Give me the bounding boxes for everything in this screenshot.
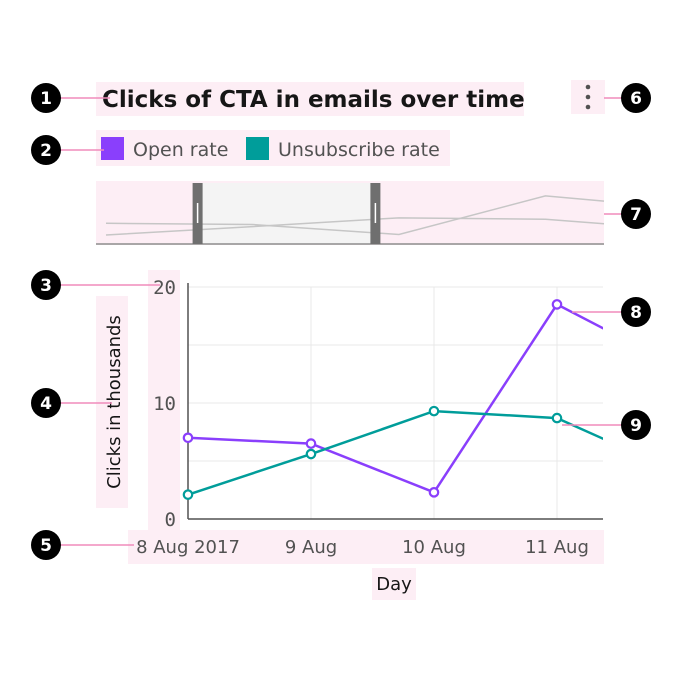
annotation-badge: 9: [621, 410, 651, 440]
data-point[interactable]: [428, 405, 440, 417]
annotation-badge-number: 7: [630, 205, 642, 225]
zoom-selection[interactable]: [197, 183, 376, 244]
x-tick-label: 11 Aug: [525, 537, 589, 558]
legend-item-open-rate[interactable]: Open rate: [101, 137, 228, 161]
overflow-menu-button[interactable]: [585, 84, 591, 110]
x-tick-label: 10 Aug: [402, 537, 466, 558]
annotation-badge: 1: [31, 83, 61, 113]
series-line-1: [187, 409, 603, 496]
x-tick-label: 8 Aug 2017: [136, 537, 240, 558]
y-ticks-highlight: [148, 270, 180, 532]
data-point[interactable]: [305, 438, 317, 449]
data-point[interactable]: [182, 432, 194, 444]
legend-swatch-open-rate: [101, 137, 124, 160]
data-point[interactable]: [551, 299, 563, 310]
annotation-badge: 5: [31, 530, 61, 560]
annotation-badge-number: 3: [40, 276, 52, 296]
legend-highlight: [96, 130, 450, 166]
x-axis-label: Day: [376, 574, 412, 595]
x-ticks-highlight: [128, 530, 604, 564]
data-point[interactable]: [182, 489, 194, 500]
y-tick-label: 0: [165, 509, 176, 531]
data-point[interactable]: [551, 412, 563, 424]
zoom-series-line: [105, 217, 605, 236]
annotation-badge: 3: [31, 270, 61, 300]
zoom-series-line: [105, 195, 605, 236]
zoom-handle[interactable]: [370, 183, 381, 244]
x-tick-label: 9 Aug: [285, 537, 337, 558]
chart-title: Clicks of CTA in emails over time: [102, 87, 525, 113]
y-tick-label: 20: [153, 277, 176, 299]
annotation-badge-number: 5: [40, 536, 52, 556]
annotation-badge: 4: [31, 388, 61, 418]
annotation-badge: 7: [621, 199, 651, 229]
chart-series: [182, 299, 603, 500]
annotation-badge: 2: [31, 135, 61, 165]
legend-item-unsubscribe-rate[interactable]: Unsubscribe rate: [246, 137, 440, 161]
legend-label-unsubscribe-rate: Unsubscribe rate: [278, 139, 440, 161]
data-point[interactable]: [305, 448, 317, 460]
chart-grid: [188, 286, 603, 519]
zoom-handle[interactable]: [192, 183, 203, 244]
y-tick-label: 10: [153, 393, 176, 415]
x-axis-label-highlight: [372, 568, 416, 600]
y-axis-label: Clicks in thousands: [104, 315, 125, 489]
legend-label-open-rate: Open rate: [133, 139, 228, 161]
title-highlight: [96, 82, 524, 116]
chart-axes: [187, 283, 603, 520]
legend: Open rate Unsubscribe rate: [101, 137, 440, 161]
annotation-badge-number: 9: [630, 416, 642, 436]
annotation-badge: 6: [621, 83, 651, 113]
series-line-0: [187, 302, 603, 494]
y-axis-ticks: 0 10 20: [153, 277, 176, 531]
annotation-badge: 8: [621, 297, 651, 327]
annotation-badge-number: 8: [630, 303, 642, 323]
x-axis-ticks: 8 Aug 2017 9 Aug 10 Aug 11 Aug: [136, 537, 589, 558]
overflow-menu-vertical-icon[interactable]: [585, 84, 591, 110]
annotation-badge-number: 1: [40, 89, 52, 109]
annotation-badge-number: 4: [40, 394, 52, 414]
zoom-bar[interactable]: [96, 183, 605, 245]
annotation-badge-number: 6: [630, 89, 642, 109]
annotation-badge-number: 2: [40, 141, 52, 161]
legend-swatch-unsubscribe-rate: [246, 137, 269, 160]
data-point[interactable]: [428, 487, 440, 498]
y-axis-label-highlight: [96, 296, 128, 508]
annotations: 1 2 3 4 5 6 7 8 9: [31, 83, 651, 560]
